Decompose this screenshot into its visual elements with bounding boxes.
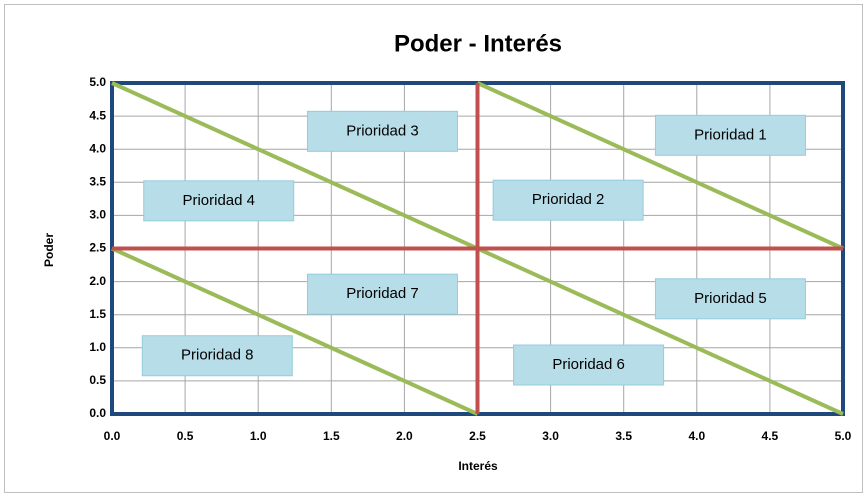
y-tick-label: 4.5 (89, 108, 106, 122)
annotation-box (306, 273, 458, 315)
annotation-box (306, 110, 458, 152)
chart-title: Poder - Interés (394, 30, 562, 57)
x-tick-label: 1.5 (323, 429, 340, 443)
x-tick-label: 0.0 (104, 429, 121, 443)
y-tick-label: 5.0 (89, 75, 106, 89)
annotation-text: Prioridad 7 (346, 285, 419, 302)
annotation-box (492, 179, 644, 221)
y-tick-label: 4.0 (89, 141, 106, 155)
x-tick-label: 5.0 (835, 429, 852, 443)
annotation-text: Prioridad 1 (694, 126, 767, 143)
annotation-text: Prioridad 3 (346, 122, 419, 139)
annotation-box (143, 180, 295, 222)
y-tick-label: 2.5 (89, 241, 106, 255)
y-tick-label: 3.5 (89, 174, 106, 188)
line (111, 246, 479, 416)
annotation-box (654, 114, 806, 156)
annotation-box (654, 278, 806, 320)
x-tick-label: 1.0 (250, 429, 267, 443)
annotation-box (513, 344, 665, 386)
y-tick-label: 3.0 (89, 208, 106, 222)
y-tick-label: 0.5 (89, 373, 106, 387)
annotation-text: Prioridad 5 (694, 290, 767, 307)
annotation-text: Prioridad 8 (181, 347, 254, 364)
annotation-text: Prioridad 6 (552, 356, 625, 373)
y-tick-label: 1.5 (89, 307, 106, 321)
x-tick-label: 4.5 (762, 429, 779, 443)
x-tick-label: 4.0 (688, 429, 705, 443)
y-tick-label: 1.0 (89, 340, 106, 354)
x-axis-label: Interés (458, 459, 498, 473)
y-axis-label: Poder (42, 233, 56, 267)
annotation-box (141, 335, 293, 377)
x-tick-label: 2.5 (469, 429, 486, 443)
x-tick-label: 3.0 (542, 429, 559, 443)
x-tick-label: 2.0 (396, 429, 413, 443)
y-tick-label: 0.0 (89, 406, 106, 420)
x-tick-label: 0.5 (177, 429, 194, 443)
annotation-text: Prioridad 4 (182, 192, 255, 209)
x-tick-label: 3.5 (615, 429, 632, 443)
annotation-text: Prioridad 2 (532, 191, 605, 208)
line (476, 81, 844, 251)
y-tick-label: 2.0 (89, 274, 106, 288)
